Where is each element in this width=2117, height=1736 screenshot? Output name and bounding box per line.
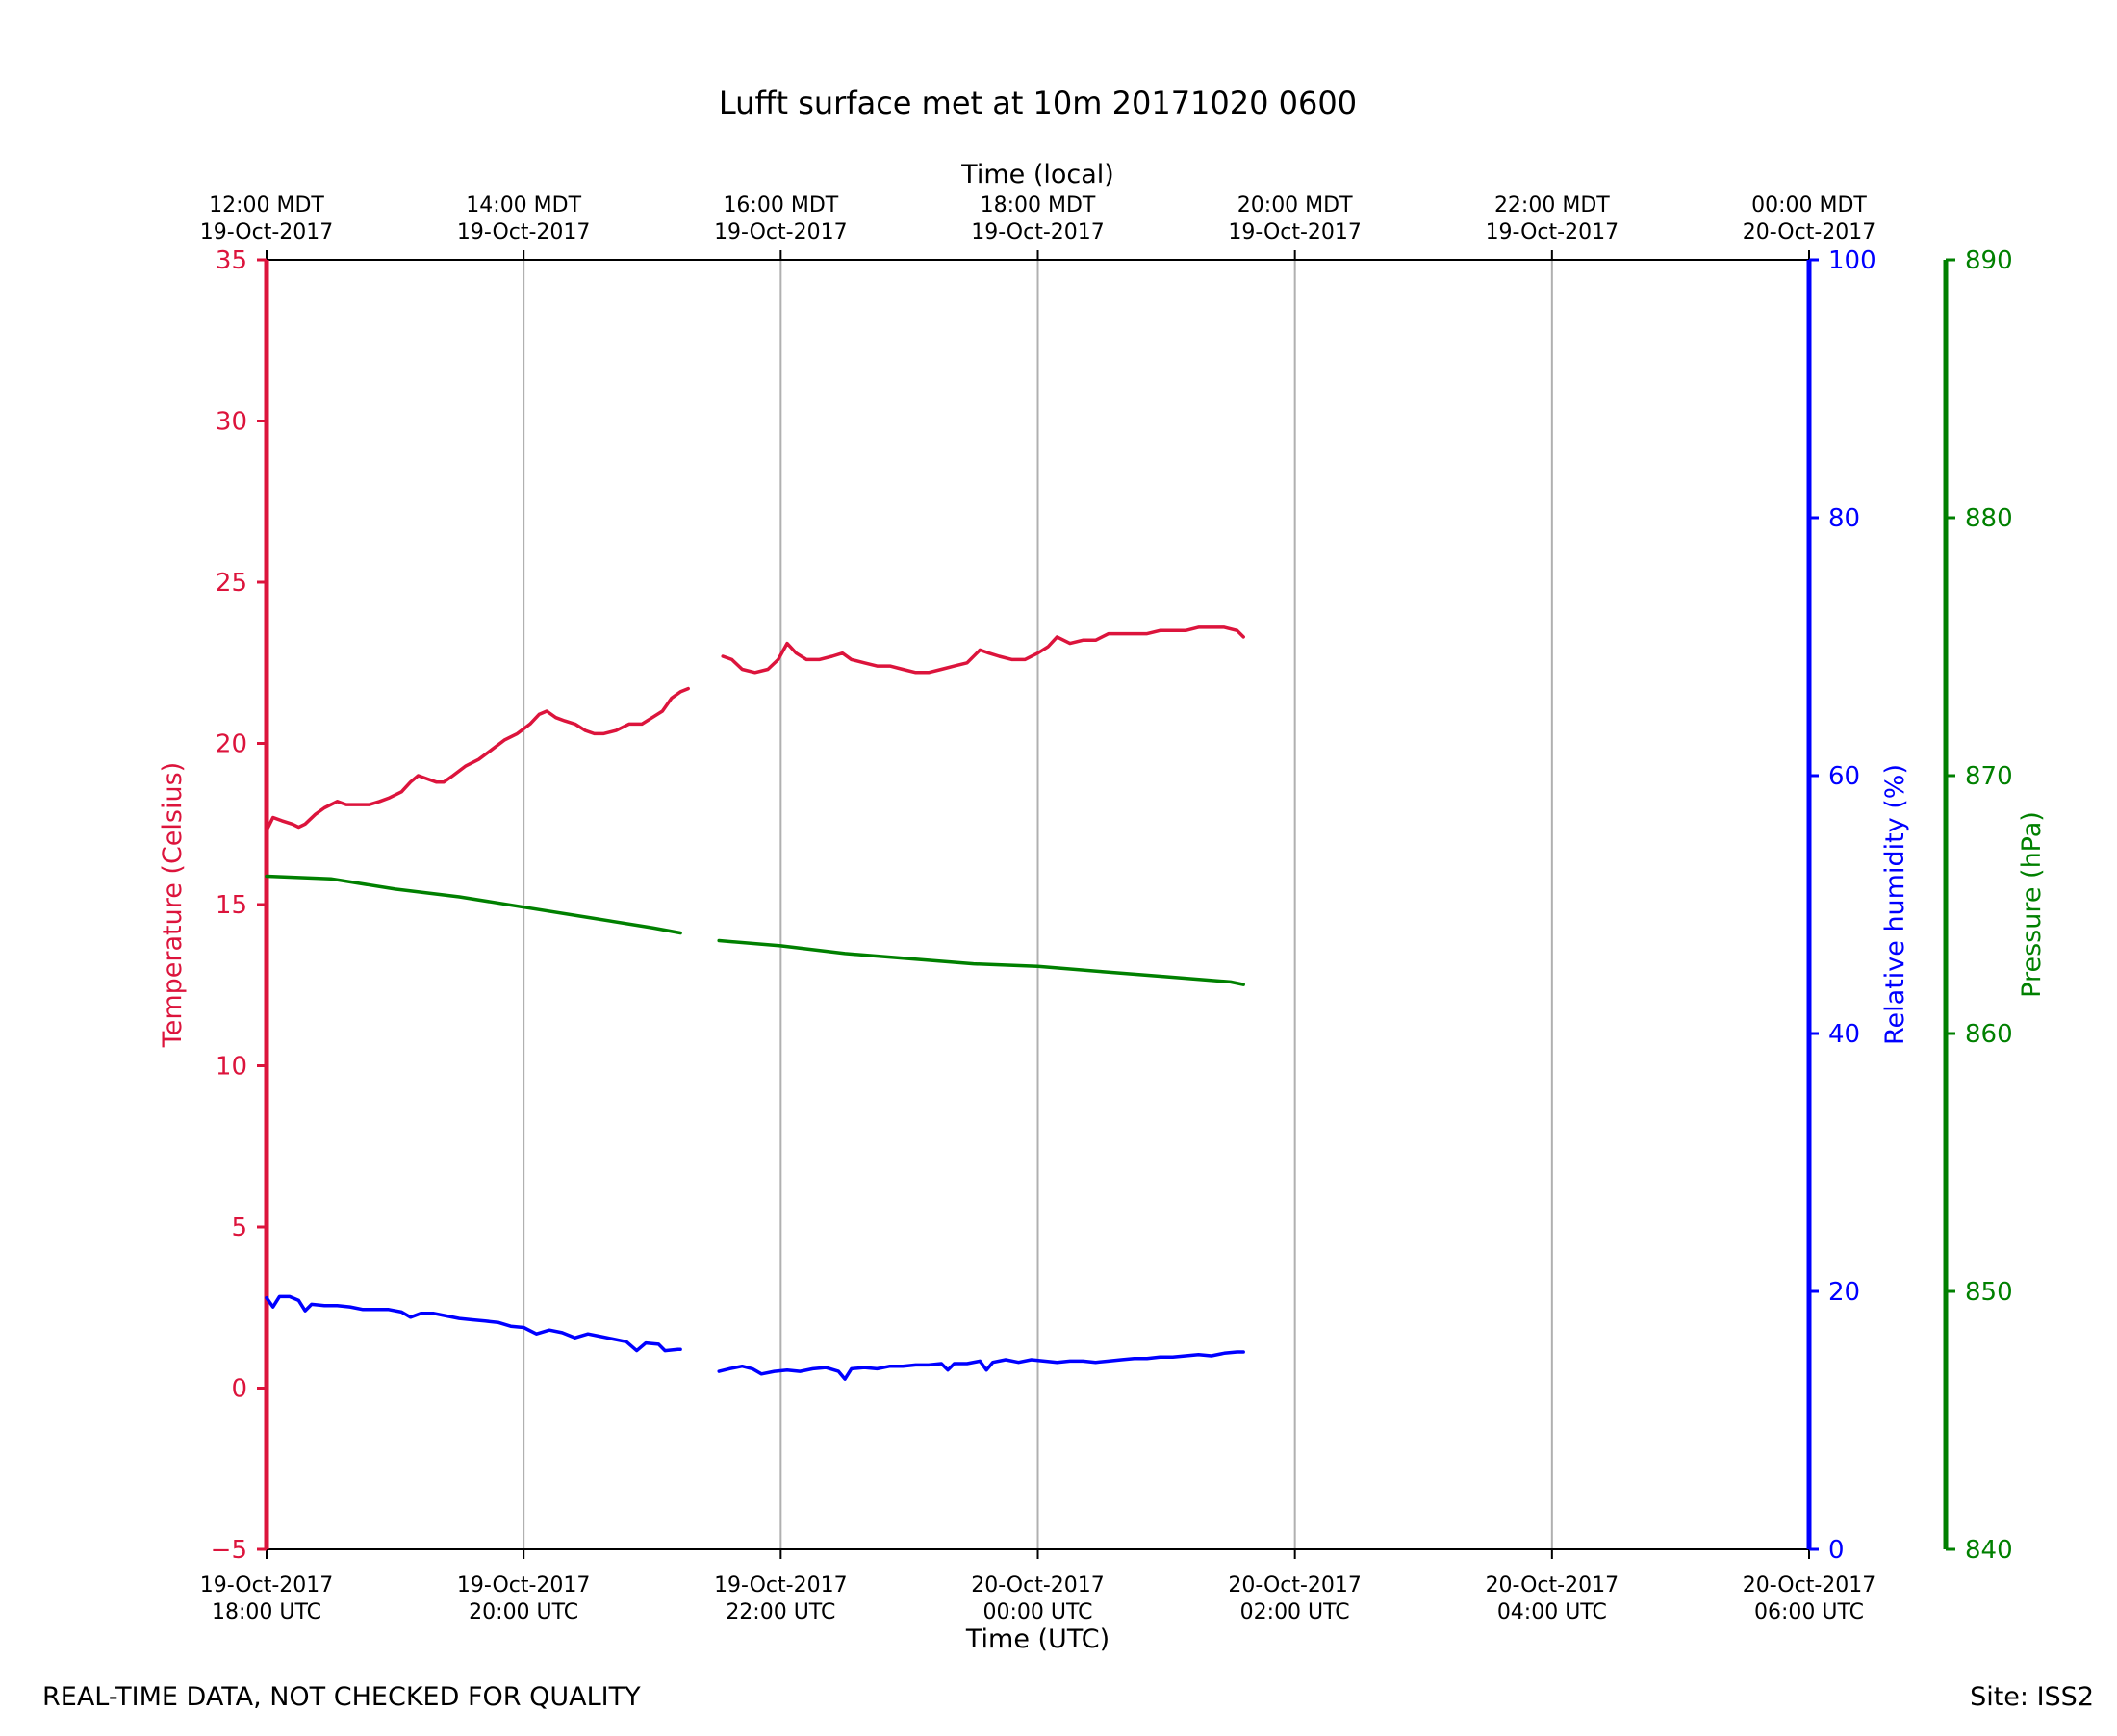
x-tick-label: 02:00 UTC [1240, 1600, 1350, 1624]
temp-tick-label: 20 [216, 730, 247, 759]
pres-axis-label: Pressure (hPa) [2017, 811, 2047, 998]
x2-tick-label: 19-Oct-2017 [714, 220, 848, 244]
rh-tick-label: 40 [1828, 1020, 1860, 1049]
temp-axis-label: Temperature (Celsius) [158, 762, 188, 1048]
pres-tick-label: 880 [1965, 504, 2013, 533]
x2-tick-label: 16:00 MDT [723, 193, 838, 217]
x2-tick-label: 00:00 MDT [1751, 193, 1867, 217]
rh-series-line [265, 1294, 682, 1353]
temp-series-line [721, 625, 1245, 675]
x2-tick-label: 22:00 MDT [1494, 193, 1610, 217]
x-tick-label: 04:00 UTC [1497, 1600, 1607, 1624]
x2-tick-label: 14:00 MDT [466, 193, 581, 217]
x-tick-label: 20-Oct-2017 [971, 1573, 1105, 1597]
pres-tick-label: 870 [1965, 762, 2013, 791]
x2-axis-label: Time (local) [960, 160, 1114, 190]
x-tick-label: 18:00 UTC [212, 1600, 321, 1624]
temp-tick-label: 25 [216, 569, 247, 598]
x2-tick-label: 20-Oct-2017 [1743, 220, 1876, 244]
temp-tick-label: 5 [231, 1213, 247, 1242]
temp-tick-label: 0 [231, 1375, 247, 1404]
temp-tick-label: 30 [216, 408, 247, 437]
x-axis-label: Time (UTC) [965, 1624, 1110, 1654]
x-tick-label: 20-Oct-2017 [1486, 1573, 1620, 1597]
x-tick-label: 06:00 UTC [1754, 1600, 1864, 1624]
x2-tick-label: 19-Oct-2017 [971, 220, 1105, 244]
rh-series-line [717, 1350, 1245, 1381]
temp-tick-label: −5 [211, 1536, 247, 1565]
x-tick-label: 20-Oct-2017 [1743, 1573, 1876, 1597]
pres-tick-label: 840 [1965, 1536, 2013, 1565]
site-label: Site: ISS2 [1970, 1682, 2094, 1712]
pres-tick-label: 890 [1965, 246, 2013, 275]
x-tick-label: 20:00 UTC [469, 1600, 578, 1624]
x-tick-label: 20-Oct-2017 [1228, 1573, 1362, 1597]
x2-tick-label: 12:00 MDT [209, 193, 324, 217]
rh-tick-label: 20 [1828, 1278, 1860, 1307]
rh-tick-label: 0 [1828, 1536, 1845, 1565]
pres-series-line [265, 874, 682, 935]
pres-tick-label: 850 [1965, 1278, 2013, 1307]
x-tick-label: 19-Oct-2017 [457, 1573, 591, 1597]
temp-tick-label: 15 [216, 891, 247, 920]
temp-tick-label: 35 [216, 246, 247, 275]
rh-tick-label: 100 [1828, 246, 1876, 275]
x-tick-label: 19-Oct-2017 [200, 1573, 334, 1597]
temp-tick-label: 10 [216, 1053, 247, 1082]
temp-series-line [265, 686, 690, 832]
x-tick-label: 19-Oct-2017 [714, 1573, 848, 1597]
x2-tick-label: 20:00 MDT [1237, 193, 1353, 217]
rh-tick-label: 80 [1828, 504, 1860, 533]
x2-tick-label: 18:00 MDT [981, 193, 1096, 217]
pres-tick-label: 860 [1965, 1020, 2013, 1049]
chart-title: Lufft surface met at 10m 20171020 0600 [719, 85, 1357, 121]
rh-tick-label: 60 [1828, 762, 1860, 791]
x2-tick-label: 19-Oct-2017 [200, 220, 334, 244]
x2-tick-label: 19-Oct-2017 [457, 220, 591, 244]
x2-tick-label: 19-Oct-2017 [1228, 220, 1362, 244]
quality-disclaimer: REAL-TIME DATA, NOT CHECKED FOR QUALITY [42, 1682, 641, 1712]
x2-tick-label: 19-Oct-2017 [1486, 220, 1620, 244]
x-tick-label: 00:00 UTC [982, 1600, 1092, 1624]
rh-axis-label: Relative humidity (%) [1880, 764, 1910, 1045]
x-tick-label: 22:00 UTC [726, 1600, 835, 1624]
pres-series-line [717, 938, 1245, 986]
